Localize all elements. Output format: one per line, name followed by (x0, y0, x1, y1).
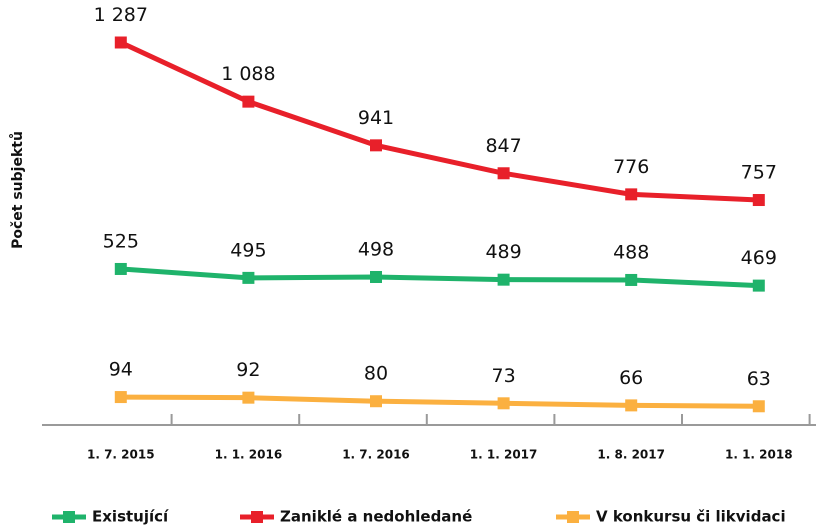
value-label: 847 (485, 135, 521, 157)
x-tick-label: 1. 8. 2017 (597, 448, 665, 462)
value-label: 495 (230, 239, 266, 261)
value-label: 1 287 (94, 4, 148, 26)
value-label: 469 (741, 247, 777, 269)
value-label: 489 (485, 241, 521, 263)
point (370, 395, 382, 408)
point (114, 391, 127, 404)
x-tick-label: 1. 1. 2018 (725, 448, 793, 462)
value-label: 63 (747, 368, 771, 390)
x-tick-label: 1. 1. 2016 (215, 448, 283, 462)
value-label: 525 (103, 230, 139, 252)
value-label: 80 (364, 363, 388, 385)
legend-label: Zaniklé a nedohledané (280, 508, 472, 526)
series-line (119, 40, 759, 203)
point (242, 95, 255, 108)
point (625, 399, 638, 412)
series-line (120, 394, 759, 409)
point (242, 271, 255, 284)
point (752, 279, 765, 292)
value-label: 94 (109, 359, 133, 381)
point (497, 167, 510, 180)
point (625, 188, 638, 201)
point (752, 400, 765, 413)
x-tick-label: 1. 7. 2016 (342, 448, 410, 462)
value-label: 1 088 (221, 63, 275, 85)
point (370, 139, 382, 152)
point (114, 36, 127, 49)
value-label: 757 (741, 162, 777, 184)
value-label: 498 (358, 238, 394, 260)
point (625, 273, 638, 286)
point (497, 397, 510, 410)
value-label: 488 (613, 241, 649, 263)
legend-marker (567, 511, 579, 523)
value-label: 66 (619, 367, 643, 389)
x-tick-label: 1. 1. 2017 (470, 448, 538, 462)
value-label: 92 (236, 359, 260, 381)
point (242, 391, 255, 404)
legend-label: V konkursu či likvidaci (596, 508, 786, 526)
legend-marker (251, 511, 263, 523)
x-tick-label: 1. 7. 2015 (87, 448, 155, 462)
point (497, 273, 510, 286)
value-label: 776 (613, 156, 649, 178)
point (752, 194, 765, 207)
point (114, 262, 127, 275)
value-label: 73 (492, 365, 516, 387)
value-label: 941 (358, 107, 394, 129)
series-line (120, 266, 759, 289)
point (370, 270, 382, 283)
y-axis-label: Počet subjektů (9, 131, 26, 249)
legend-label: Existující (92, 508, 169, 526)
legend-marker (63, 511, 75, 523)
